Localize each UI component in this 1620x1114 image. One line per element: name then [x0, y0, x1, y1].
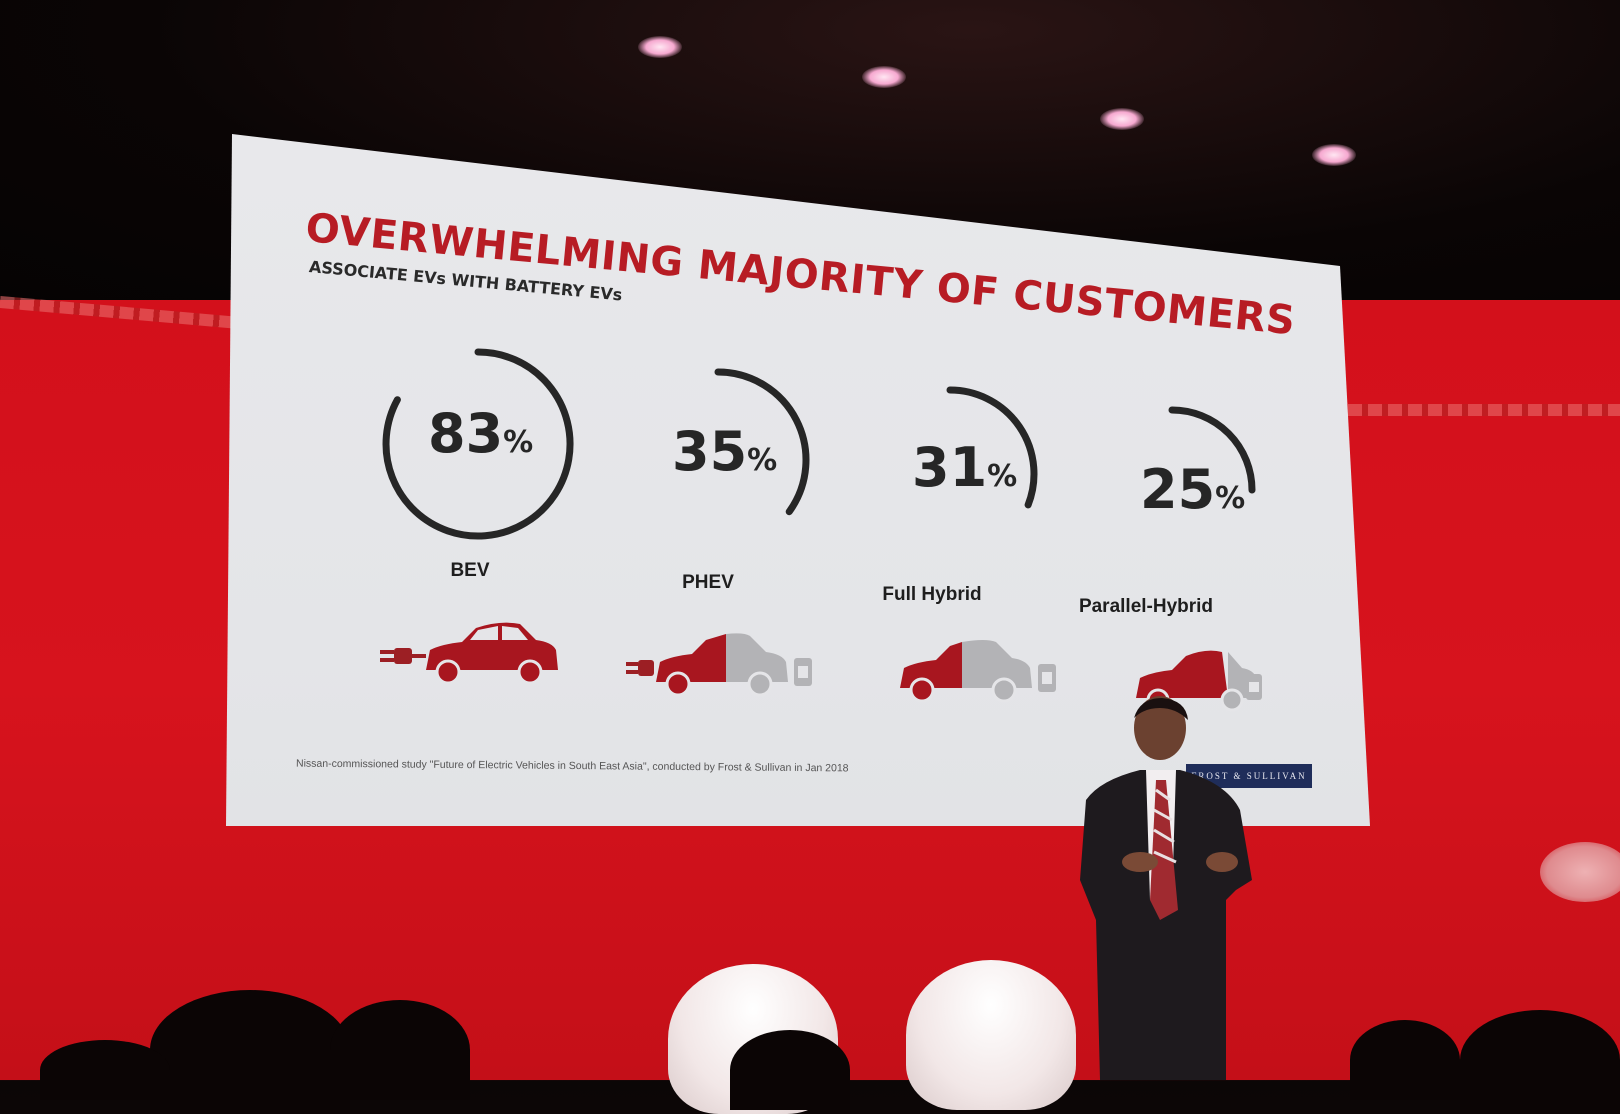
- audience-head: [730, 1030, 850, 1110]
- stat-phev-value: 35%: [672, 420, 778, 483]
- speaker: [1080, 696, 1252, 1080]
- ring-bev: [382, 348, 574, 540]
- ring-full-hybrid: [946, 386, 1038, 509]
- stat-full-hybrid-label: Full Hybrid: [882, 584, 982, 605]
- hybrid-car-icon: [900, 640, 1056, 703]
- ring-parallel-hybrid: [1168, 406, 1256, 494]
- ring-phev: [714, 368, 810, 516]
- stage-light: [638, 36, 682, 58]
- audience-head: [150, 990, 350, 1110]
- audience-head: [40, 1040, 170, 1100]
- stat-bev-label: BEV: [450, 560, 490, 581]
- stat-rings: [380, 348, 1262, 712]
- ev-plug-car-icon: [380, 622, 558, 685]
- truss-right: [1348, 404, 1620, 416]
- audience-head: [1460, 1010, 1620, 1110]
- stage-chair: [906, 960, 1076, 1110]
- audience-head: [1350, 1020, 1460, 1100]
- frost-sullivan-logo: FROST & SULLIVAN: [1186, 764, 1312, 788]
- stat-parallel-hybrid-label: Parallel-Hybrid: [1078, 596, 1214, 617]
- stat-phev-label: PHEV: [682, 572, 734, 593]
- plug-in-hybrid-car-icon: [626, 633, 812, 697]
- audience-head: [330, 1000, 470, 1100]
- stat-full-hybrid-value: 31%: [912, 436, 1018, 499]
- podium: [1540, 842, 1620, 902]
- stage-light: [862, 66, 906, 88]
- stage-light: [1312, 144, 1356, 166]
- parallel-hybrid-car-icon: [1136, 650, 1262, 712]
- stage-light: [1100, 108, 1144, 130]
- stat-bev-value: 83%: [428, 402, 534, 465]
- stat-parallel-hybrid-value: 25%: [1140, 458, 1246, 521]
